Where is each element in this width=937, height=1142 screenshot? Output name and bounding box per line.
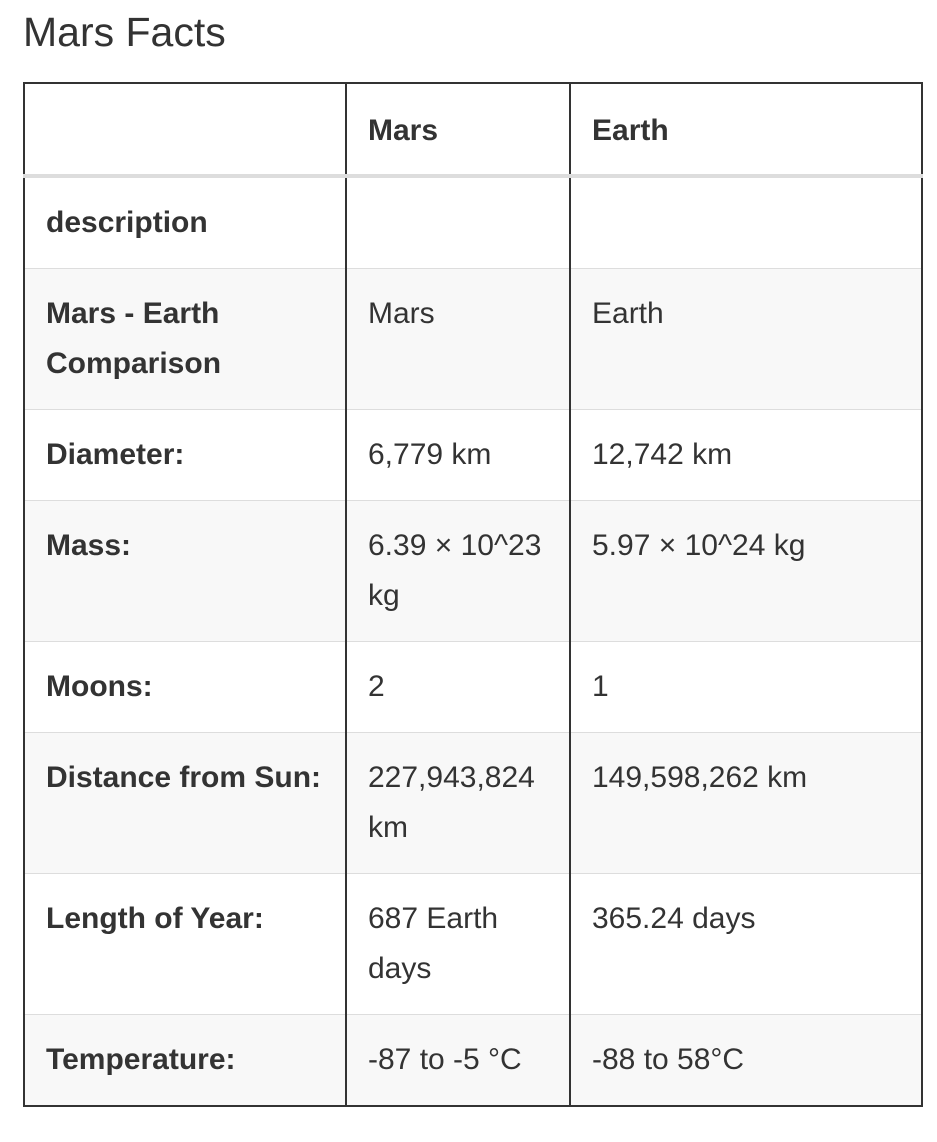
row-label: Length of Year: [23, 873, 347, 1015]
earth-value: 149,598,262 km [569, 732, 923, 874]
table-row-temperature: Temperature: -87 to -5 °C -88 to 58°C [23, 1014, 923, 1107]
mars-value [345, 175, 571, 269]
earth-value: 1 [569, 641, 923, 733]
mars-value: 227,943,824 km [345, 732, 571, 874]
mars-facts-table: Mars Earth description Mars - Earth Comp… [23, 82, 923, 1107]
table-row-description: description [23, 175, 923, 269]
mars-value: 2 [345, 641, 571, 733]
table-row-distance: Distance from Sun: 227,943,824 km 149,59… [23, 732, 923, 874]
table-row-mass: Mass: 6.39 × 10^23 kg 5.97 × 10^24 kg [23, 500, 923, 642]
row-label: Mars - Earth Comparison [23, 268, 347, 410]
header-cell-label [23, 82, 347, 178]
mars-value: 6,779 km [345, 409, 571, 501]
row-label: Distance from Sun: [23, 732, 347, 874]
header-row: Mars Earth [23, 82, 923, 178]
table-row-moons: Moons: 2 1 [23, 641, 923, 733]
earth-value: Earth [569, 268, 923, 410]
earth-value: 12,742 km [569, 409, 923, 501]
mars-value: 687 Earth days [345, 873, 571, 1015]
earth-value: -88 to 58°C [569, 1014, 923, 1107]
row-label: Mass: [23, 500, 347, 642]
earth-value [569, 175, 923, 269]
page-title: Mars Facts [23, 9, 226, 55]
earth-value: 5.97 × 10^24 kg [569, 500, 923, 642]
header-cell-earth: Earth [569, 82, 923, 178]
mars-value: 6.39 × 10^23 kg [345, 500, 571, 642]
row-label: Temperature: [23, 1014, 347, 1107]
row-label: Diameter: [23, 409, 347, 501]
row-label: description [23, 175, 347, 269]
header-cell-mars: Mars [345, 82, 571, 178]
table-row-diameter: Diameter: 6,779 km 12,742 km [23, 409, 923, 501]
table-row-comparison: Mars - Earth Comparison Mars Earth [23, 268, 923, 410]
table-row-year-length: Length of Year: 687 Earth days 365.24 da… [23, 873, 923, 1015]
mars-value: -87 to -5 °C [345, 1014, 571, 1107]
row-label: Moons: [23, 641, 347, 733]
table-body: description Mars - Earth Comparison Mars… [23, 175, 923, 1107]
table-header: Mars Earth [23, 82, 923, 178]
mars-value: Mars [345, 268, 571, 410]
earth-value: 365.24 days [569, 873, 923, 1015]
